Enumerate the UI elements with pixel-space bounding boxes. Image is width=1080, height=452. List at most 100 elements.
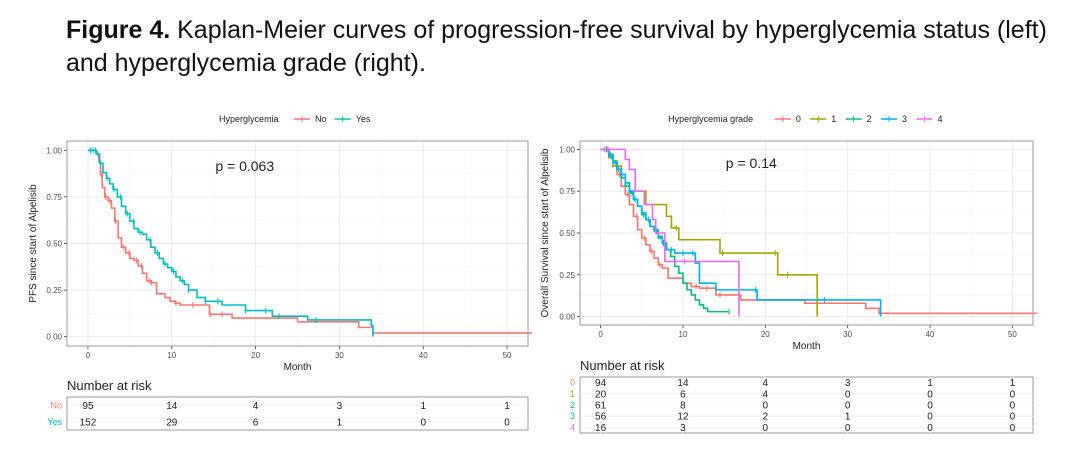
y-tick-label: 0.50 <box>559 229 575 238</box>
risk-table-title: Number at risk <box>580 358 665 373</box>
x-tick-label: 20 <box>251 351 260 360</box>
risk-cell: 14 <box>677 378 689 389</box>
risk-cell: 2 <box>763 412 769 423</box>
x-tick-label: 0 <box>598 330 603 339</box>
km-curve-4 <box>600 148 740 317</box>
plot-frame <box>579 140 1034 326</box>
x-axis-label: Month <box>284 362 312 373</box>
x-tick-label: 10 <box>167 351 176 360</box>
y-tick-label: 0.25 <box>559 271 575 280</box>
risk-cell: 1 <box>845 412 851 423</box>
risk-cell: 4 <box>253 401 259 412</box>
risk-cell: 0 <box>845 423 851 434</box>
risk-cell: 0 <box>504 417 510 428</box>
km-curve-yes <box>87 149 374 337</box>
risk-cell: 0 <box>845 389 851 400</box>
legend-title: Hyperglycemia <box>219 114 279 124</box>
risk-cell: 0 <box>1010 401 1016 412</box>
risk-cell: 0 <box>927 401 933 412</box>
figure-label: Figure 4. <box>66 16 171 44</box>
x-tick-label: 10 <box>679 330 688 339</box>
x-tick-label: 40 <box>926 330 935 339</box>
x-tick-label: 50 <box>503 351 512 360</box>
risk-cell: 0 <box>845 401 851 412</box>
risk-cell: 94 <box>595 378 607 389</box>
km-curve-0 <box>600 148 1038 315</box>
risk-cell: 0 <box>763 401 769 412</box>
risk-cell: 6 <box>253 417 259 428</box>
risk-cell: 20 <box>595 389 607 400</box>
risk-cell: 95 <box>82 401 94 412</box>
risk-row-label: 0 <box>570 378 575 388</box>
risk-row-label: 2 <box>570 400 575 410</box>
risk-cell: 1 <box>1010 378 1016 389</box>
y-tick-label: 0.00 <box>46 333 62 342</box>
p-value-annotation: p = 0.063 <box>215 158 274 174</box>
legend: Hyperglycemia grade 0 1 2 3 4 <box>668 114 942 124</box>
figure-caption-text: Kaplan-Meier curves of progression-free … <box>66 16 1047 77</box>
risk-cell: 0 <box>1010 423 1016 434</box>
km-curve-no <box>87 149 533 334</box>
risk-cell: 3 <box>337 401 343 412</box>
km-curve-3 <box>600 148 882 317</box>
risk-cell: 0 <box>927 412 933 423</box>
risk-cell: 16 <box>595 423 607 434</box>
y-tick-label: 0.25 <box>46 286 62 295</box>
legend-label-2: 2 <box>867 114 872 124</box>
risk-table-frame <box>66 396 529 431</box>
risk-cell: 14 <box>166 401 178 412</box>
x-tick-label: 50 <box>1008 330 1017 339</box>
risk-cell: 1 <box>420 401 426 412</box>
legend-label-3: 3 <box>902 114 907 124</box>
risk-cell: 1 <box>337 417 343 428</box>
risk-table-title: Number at risk <box>67 378 152 393</box>
legend: Hyperglycemia No Yes <box>219 114 371 124</box>
legend-label-4: 4 <box>937 114 942 124</box>
x-tick-label: 40 <box>419 351 428 360</box>
risk-cell: 8 <box>680 401 686 412</box>
km-panel-grade: 0 10 20 30 40 500.000.250.500.751.00p = 0.14M… <box>540 114 1038 434</box>
risk-cell: 0 <box>927 389 933 400</box>
risk-cell: 4 <box>763 389 769 400</box>
x-tick-label: 30 <box>843 330 852 339</box>
risk-cell: 0 <box>763 423 769 434</box>
legend-label-yes: Yes <box>356 114 371 124</box>
risk-row-label: No <box>50 400 62 410</box>
y-tick-label: 1.00 <box>559 145 575 154</box>
risk-table: Number at risk No 95 14 4 3 1 1 Yes 152 29 6 1 0 0 <box>47 378 529 431</box>
risk-cell: 56 <box>595 412 607 423</box>
risk-cell: 12 <box>677 412 689 423</box>
legend-label-0: 0 <box>796 114 801 124</box>
legend-title: Hyperglycemia grade <box>668 114 753 124</box>
risk-cell: 29 <box>166 417 178 428</box>
risk-cell: 4 <box>763 378 769 389</box>
risk-cell: 1 <box>927 378 933 389</box>
risk-cell: 0 <box>420 417 426 428</box>
risk-cell: 61 <box>595 401 607 412</box>
risk-cell: 1 <box>504 401 510 412</box>
km-panel-status: 0 10 20 30 40 500.000.250.500.751.00p = 0.063… <box>28 114 533 431</box>
risk-row-label: Yes <box>47 417 62 427</box>
x-axis-label: Month <box>793 341 821 352</box>
figure-caption: Figure 4. Kaplan-Meier curves of progres… <box>66 14 1066 80</box>
x-tick-label: 0 <box>86 351 91 360</box>
risk-cell: 0 <box>1010 389 1016 400</box>
p-value-annotation: p = 0.14 <box>726 155 777 171</box>
risk-cell: 152 <box>80 417 97 428</box>
plot-frame <box>66 140 529 347</box>
y-axis-label: PFS since start of Alpelisib <box>28 184 39 303</box>
risk-cell: 3 <box>845 378 851 389</box>
y-axis-label: Overall Survival since start of Alpelisi… <box>540 148 551 317</box>
risk-row-label: 4 <box>570 422 575 432</box>
risk-row-label: 1 <box>570 389 575 399</box>
y-tick-label: 0.75 <box>46 193 62 202</box>
legend-label-no: No <box>315 114 327 124</box>
y-tick-label: 0.50 <box>46 240 62 249</box>
x-tick-label: 20 <box>761 330 770 339</box>
legend-label-1: 1 <box>831 114 836 124</box>
risk-row-label: 3 <box>570 411 575 421</box>
y-tick-label: 1.00 <box>46 146 62 155</box>
risk-cell: 6 <box>680 389 686 400</box>
